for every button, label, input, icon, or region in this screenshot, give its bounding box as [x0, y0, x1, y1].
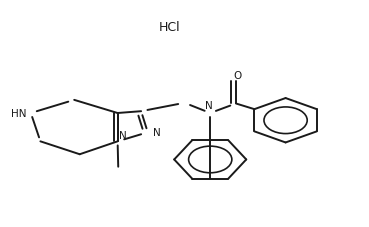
Text: N: N: [119, 130, 127, 140]
Text: O: O: [233, 71, 241, 81]
Text: HN: HN: [11, 109, 27, 118]
Text: HCl: HCl: [159, 21, 180, 34]
Text: N: N: [153, 127, 161, 137]
Text: N: N: [205, 100, 213, 110]
